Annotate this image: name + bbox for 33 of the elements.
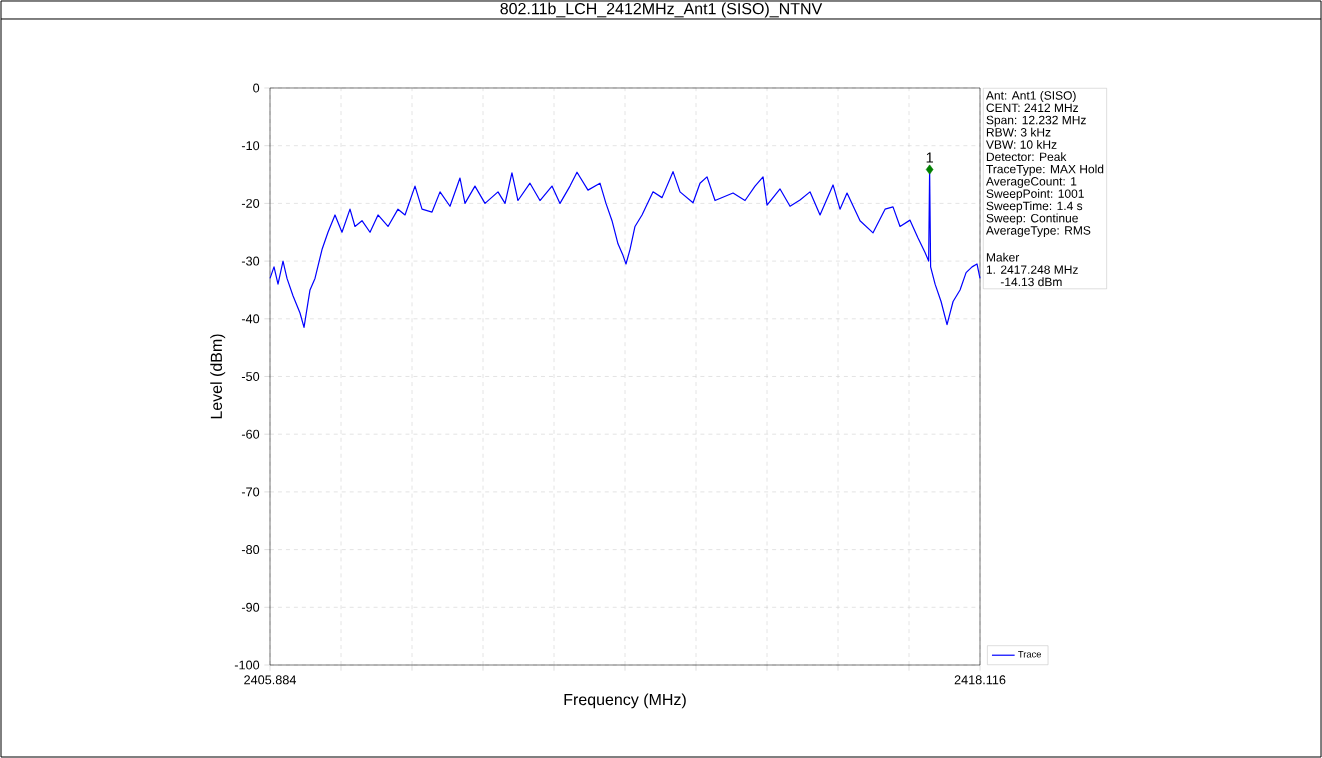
y-tick-label: -80 <box>241 545 260 555</box>
text: Detector: Peak <box>986 152 1067 162</box>
y-tick-label: -30 <box>241 256 260 266</box>
y-tick-label: -40 <box>241 314 260 324</box>
x-tick-label: 2418.116 <box>954 675 1006 685</box>
text: Sweep: Continue <box>986 213 1078 225</box>
y-tick-label: -70 <box>241 487 260 497</box>
legend-label: Trace <box>1018 651 1041 658</box>
text: SweepPoint: 1001 <box>986 189 1084 201</box>
text: -14.13 dBm <box>1000 277 1062 287</box>
y-tick-label: -100 <box>234 660 260 670</box>
text: Maker <box>986 252 1020 262</box>
y-tick-label: -90 <box>241 602 260 612</box>
y-axis-title: Level (dBm) <box>210 334 226 419</box>
annotation: 1 <box>926 152 933 163</box>
y-tick-label: -50 <box>241 372 260 381</box>
text: Ant: Ant1 (SISO) <box>985 90 1076 103</box>
text: AverageCount: 1 <box>985 177 1077 188</box>
y-tick-label: 0 <box>253 83 260 93</box>
y-tick-label: -10 <box>241 141 260 151</box>
text: VBW: 10 kHz <box>986 140 1057 149</box>
y-tick-label: -60 <box>241 429 260 439</box>
x-tick-label: 2405.884 <box>244 675 297 685</box>
text: SweepTime: 1.4 s <box>986 201 1083 213</box>
text: TraceType: MAX Hold <box>986 164 1104 176</box>
x-axis-title: Frequency (MHz) <box>564 693 686 709</box>
text: AverageType: RMS <box>985 226 1091 238</box>
text: CENT: 2412 MHz <box>986 103 1079 113</box>
text: 1. 2417.248 MHz <box>986 265 1078 274</box>
chart-title: 802.11b_LCH_2412MHz_Ant1 (SISO)_NTNV <box>500 2 823 18</box>
y-tick-label: -20 <box>241 198 260 208</box>
text: Span: 12.232 MHz <box>986 115 1086 127</box>
text: RBW: 3 kHz <box>986 127 1051 137</box>
